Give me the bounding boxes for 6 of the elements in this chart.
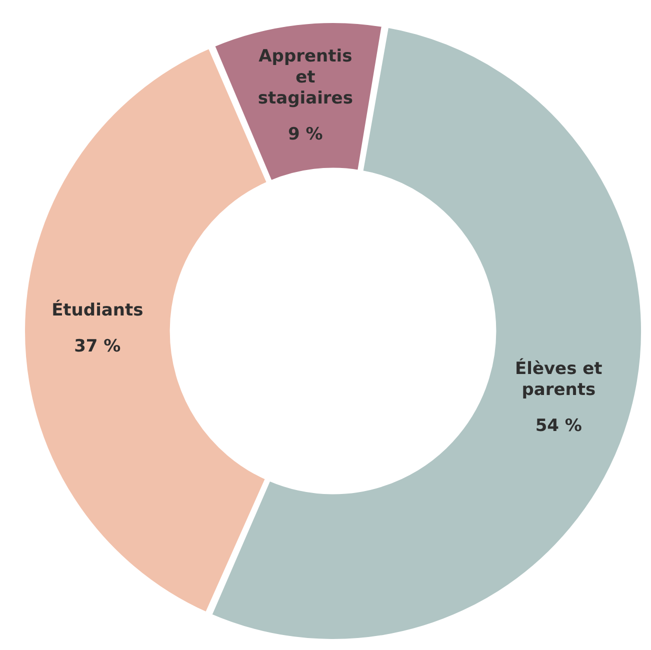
slice-label: Élèves et parents <box>515 358 602 400</box>
slice-label: Étudiants <box>52 299 144 320</box>
data-label: 37 % <box>74 336 121 356</box>
data-label: 54 % <box>535 416 582 436</box>
data-label: 9 % <box>288 124 323 145</box>
slice-label: Apprentis et stagiaires <box>258 46 353 109</box>
